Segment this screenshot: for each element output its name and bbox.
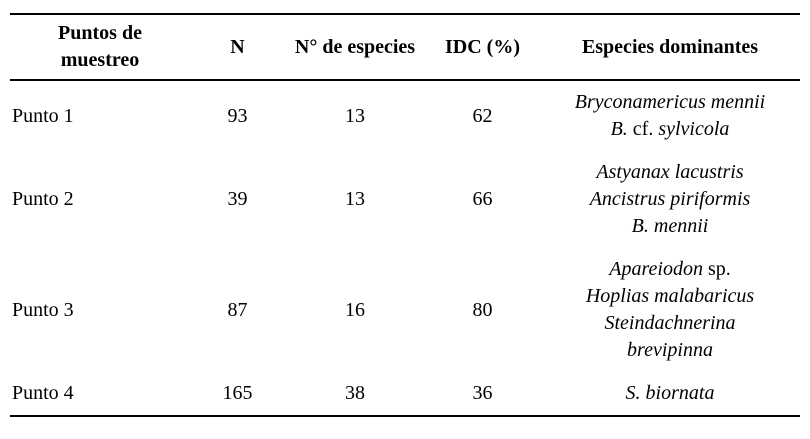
idc-cell: 80 [472,298,493,321]
dominantes-cell: Bryconamericus mennii B. cf. sylvicola [540,80,800,151]
idc-cell: 62 [472,104,493,127]
punto-cell: Punto 2 [12,188,74,210]
species-line: Bryconamericus mennii [542,89,798,116]
col-header-idc: IDC (%) [445,35,520,58]
species-name-segment: B. [610,118,628,140]
num-especies-cell: 13 [345,104,365,127]
species-line: S. biornata [542,380,798,407]
table-row-punto-1: Punto 1 93 13 62 Bryconamericus mennii B.… [10,80,800,151]
n-cell: 93 [227,104,248,127]
species-name-segment: Astyanax lacustris [596,161,744,183]
species-line: Apareiodon sp. [542,256,798,283]
col-header-num-especies: N° de especies [294,35,416,58]
species-name-segment: Hoplias malabaricus [585,285,755,307]
header-row: Puntos de muestreo N N° de especies IDC … [10,14,800,80]
num-especies-cell: 38 [345,382,365,404]
punto-cell: Punto 1 [12,104,74,127]
punto-cell: Punto 3 [12,298,74,321]
col-header-n: N [230,35,245,58]
dominantes-cell: Astyanax lacustris Ancistrus piriformis B.… [540,151,800,248]
header-line-1: Puntos de [58,22,142,44]
species-line: Hoplias malabaricus [542,283,798,310]
n-cell: 87 [227,298,248,321]
num-especies-cell: 16 [345,298,365,321]
table-row-punto-3: Punto 3 87 16 80 Apareiodon sp. Hoplias m… [10,248,800,372]
table-row-punto-4: Punto 4 165 38 36 S. biornata [10,372,800,416]
species-name-segment: Steindachnerina [604,312,736,334]
dominantes-cell: Apareiodon sp. Hoplias malabaricus Steinda… [540,248,800,372]
header-line-2: muestreo [60,49,140,71]
species-line: Ancistrus piriformis [542,186,798,213]
species-line: Steindachnerina [542,310,798,337]
n-cell: 39 [227,188,248,210]
num-especies-cell: 13 [345,188,365,210]
paper-table-page: Puntos de muestreo N N° de especies IDC … [0,13,810,439]
species-name-segment: Bryconamericus mennii [574,91,766,113]
n-cell: 165 [222,382,253,404]
species-name-segment: S. biornata [625,382,715,404]
idc-cell: 66 [472,188,493,210]
species-name-segment: brevipinna [627,339,713,361]
species-line: Astyanax lacustris [542,159,798,186]
punto-cell: Punto 4 [12,382,74,404]
species-name-segment: Ancistrus piriformis [589,188,751,210]
col-header-especies-dominantes: Especies dominantes [581,35,759,58]
species-name-segment: sylvicola [658,118,730,140]
species-name-segment: B. mennii [631,215,709,237]
idc-cell: 36 [472,382,493,404]
roman-text-segment: sp. [702,258,731,280]
species-line: B. mennii [542,213,798,240]
species-table: Puntos de muestreo N N° de especies IDC … [10,13,800,417]
table-row-punto-2: Punto 2 39 13 66 Astyanax lacustris Ancis… [10,151,800,248]
roman-text-segment: cf. [627,118,659,140]
species-line: brevipinna [542,337,798,364]
species-line: B. cf. sylvicola [542,116,798,143]
species-name-segment: Apareiodon [609,258,703,280]
dominantes-cell: S. biornata [540,372,800,416]
col-header-puntos-muestreo: Puntos de muestreo [10,14,190,80]
